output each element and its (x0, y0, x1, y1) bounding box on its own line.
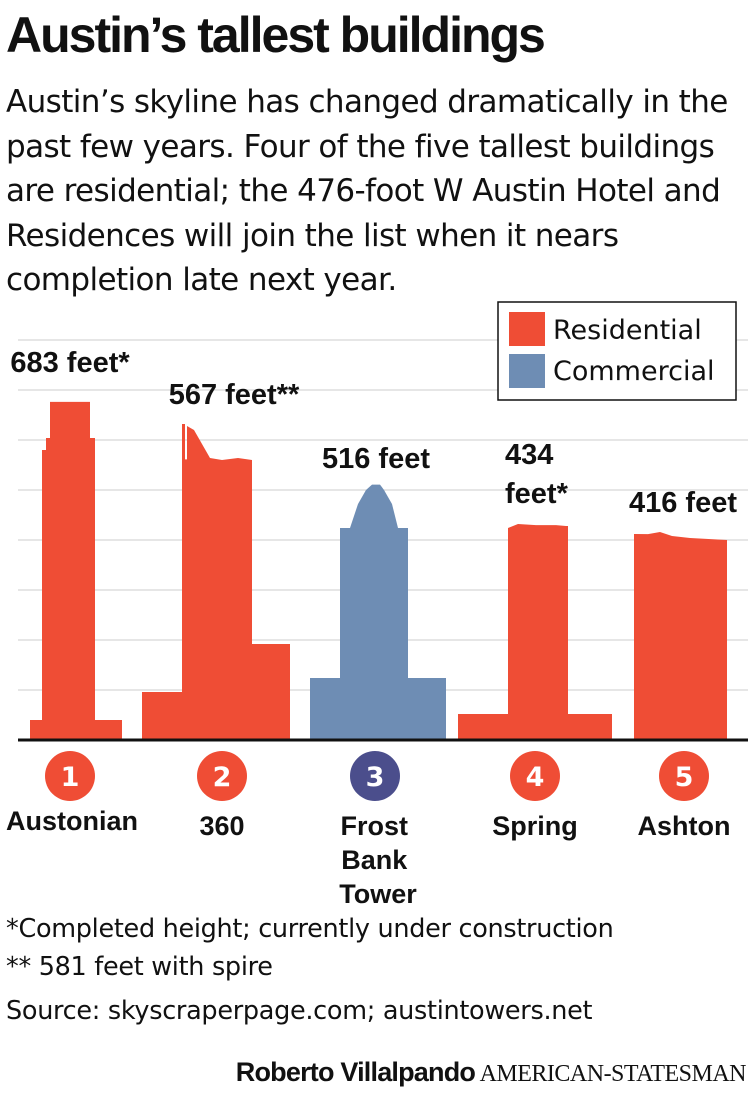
byline-organization: AMERICAN-STATESMAN (479, 1061, 747, 1087)
category-label-spring: Spring (492, 811, 578, 841)
footnote-completed-height: *Completed height; currently under const… (6, 914, 614, 944)
rank-badge-4 (510, 751, 560, 801)
legend: Residential Commercial (497, 301, 737, 401)
rank-number-2: 2 (213, 762, 232, 793)
rank-number-4: 4 (526, 762, 545, 793)
rank-number-3: 3 (366, 762, 385, 793)
value-label-spring: 434 feet* (505, 439, 569, 510)
category-label-frost-line-2: Bank (341, 845, 408, 875)
value-label-ashton: 416 feet (629, 487, 737, 519)
value-label-spring-line-1: 434 (505, 439, 553, 471)
category-label-frost-line-1: Frost (340, 811, 408, 841)
source-note: Source: skyscraperpage.com; austintowers… (6, 996, 593, 1026)
rank-badge-2 (197, 751, 247, 801)
building-height-chart: 683 feet* 567 feet** 516 feet 434 feet* … (6, 301, 748, 909)
rank-badge-1 (45, 751, 95, 801)
value-label-austonian: 683 feet* (10, 347, 130, 379)
rank-badge-3 (350, 751, 400, 801)
category-label-frost-bank-tower: Frost Bank Tower (339, 811, 417, 909)
bar-ashton (634, 532, 727, 740)
legend-label-commercial: Commercial (553, 356, 715, 387)
byline-author: Roberto Villalpando (235, 1057, 476, 1087)
bar-austonian (30, 401, 122, 740)
legend-swatch-commercial (509, 354, 545, 388)
chart-subtitle: Austin’s skyline has changed dramaticall… (6, 84, 728, 298)
rank-badge-5 (659, 751, 709, 801)
category-label-ashton: Ashton (638, 811, 731, 841)
value-label-360: 567 feet** (169, 379, 300, 411)
bar-frost-bank-tower (310, 484, 446, 740)
bar-spring (458, 524, 612, 740)
category-label-austonian: Austonian (6, 806, 138, 836)
bar-360 (142, 424, 290, 740)
rank-number-5: 5 (675, 762, 694, 793)
rank-badges: 1 2 3 4 5 (45, 751, 709, 801)
byline: Roberto Villalpando AMERICAN-STATESMAN (235, 1057, 747, 1088)
footnote-spire: ** 581 feet with spire (6, 952, 273, 982)
legend-label-residential: Residential (553, 315, 702, 346)
building-silhouettes (30, 401, 727, 740)
value-label-frost-bank-tower: 516 feet (322, 443, 430, 475)
value-label-spring-line-2: feet* (505, 478, 569, 510)
category-label-360: 360 (199, 811, 244, 841)
legend-swatch-residential (509, 312, 545, 346)
chart-title: Austin’s tallest buildings (6, 7, 546, 63)
rank-number-1: 1 (61, 762, 80, 793)
category-label-frost-line-3: Tower (339, 879, 417, 909)
